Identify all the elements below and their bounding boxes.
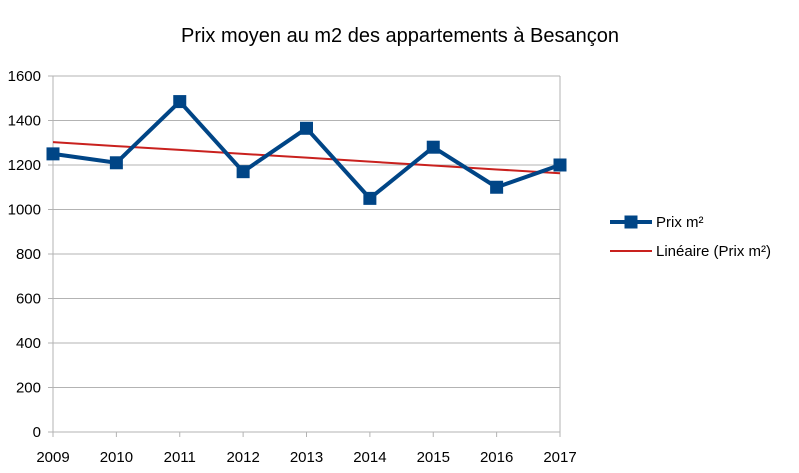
legend-label: Prix m² [656,214,704,231]
legend: Prix m² Linéaire (Prix m²) [610,214,771,260]
y-tick-label: 400 [16,335,41,352]
x-tick-label: 2017 [543,449,576,466]
data-point-marker [490,180,504,194]
legend-label: Linéaire (Prix m²) [656,243,771,260]
series-layer [46,95,567,205]
y-tick-label: 800 [16,246,41,263]
chart-title: Prix moyen au m2 des appartements à Besa… [181,25,619,47]
x-tick-label: 2010 [100,449,133,466]
x-tick-label: 2009 [36,449,69,466]
data-point-marker [109,156,123,170]
data-point-marker [46,147,60,161]
data-point-marker [236,165,250,179]
x-tick-label: 2013 [290,449,323,466]
y-axis-tick-labels: 0 200 400 600 800 1000 1200 1400 1600 [8,68,41,441]
data-point-marker [173,95,187,109]
x-tick-label: 2014 [353,449,386,466]
legend-marker [624,215,638,229]
y-tick-label: 600 [16,291,41,308]
x-tick-label: 2012 [226,449,259,466]
y-tick-label: 1000 [8,202,41,219]
x-tick-label: 2015 [417,449,450,466]
y-tick-label: 200 [16,380,41,397]
x-axis-tick-labels: 2009 2010 2011 2012 2013 2014 2015 2016 2017 [36,449,576,466]
data-point-marker [363,191,377,205]
x-tick-label: 2016 [480,449,513,466]
data-point-marker [300,121,313,135]
y-tick-label: 0 [33,424,41,441]
y-tick-label: 1400 [8,113,41,130]
x-tick-label: 2011 [164,449,196,466]
y-tick-label: 1600 [8,68,41,85]
gridlines [53,75,560,388]
axes [48,75,561,437]
data-point-marker [426,140,440,154]
series-line-prix-m2 [52,99,561,201]
trend-line-lineaire [52,141,561,175]
data-point-marker [553,158,567,172]
y-tick-label: 1200 [8,157,41,174]
